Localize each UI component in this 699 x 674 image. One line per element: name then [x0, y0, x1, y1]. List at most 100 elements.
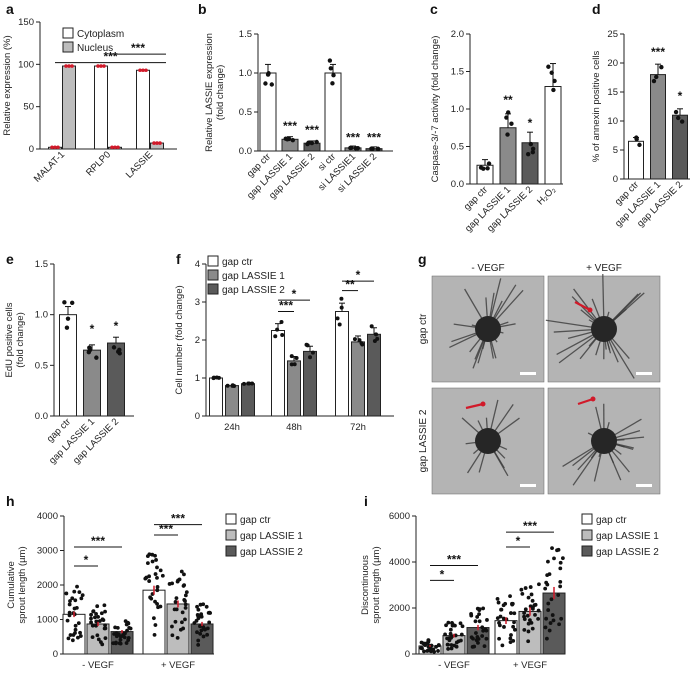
- row-label: gap ctr: [418, 313, 429, 344]
- x-tick-label: - VEGF: [82, 660, 114, 671]
- data-point: [53, 145, 57, 150]
- data-point: [495, 616, 500, 621]
- data-point: [659, 64, 664, 70]
- data-point: [68, 633, 73, 637]
- data-point: [485, 618, 489, 622]
- y-tick-label: 20: [607, 58, 618, 69]
- data-point: [269, 82, 274, 87]
- data-point: [331, 73, 336, 78]
- data-point: [460, 624, 465, 629]
- y-axis-label: (fold change): [215, 65, 226, 120]
- data-point: [89, 616, 93, 621]
- y-tick-label: 2.0: [451, 29, 464, 40]
- data-point: [551, 87, 556, 93]
- data-point: [522, 627, 527, 632]
- data-point: [154, 558, 158, 562]
- y-axis-label: Caspase-3/-7 activity (fold change): [430, 36, 441, 183]
- data-point: [557, 622, 562, 627]
- data-point: [473, 619, 478, 624]
- data-point: [509, 633, 513, 637]
- panel-b: 0.0 0.5 1.0 1.5 Relative LASSIE expression (f…: [204, 29, 393, 201]
- y-tick-label: 1.5: [35, 259, 48, 270]
- data-point: [526, 639, 531, 644]
- x-tick-label: 24h: [224, 422, 240, 433]
- data-point: [485, 166, 490, 171]
- y-tick-label: 6000: [389, 511, 410, 522]
- data-point: [369, 324, 374, 329]
- data-point: [141, 68, 145, 73]
- data-point: [158, 604, 163, 609]
- panel-letter: c: [430, 1, 438, 17]
- panel-i: 0 2000 4000 6000 Discontinuous sprout length …: [360, 511, 659, 671]
- data-point: [199, 628, 204, 633]
- data-point: [510, 601, 515, 606]
- data-point: [73, 598, 78, 603]
- legend-swatch: [207, 269, 219, 281]
- data-point: [443, 632, 447, 637]
- data-point: [536, 616, 541, 621]
- panel-letter: g: [418, 251, 427, 267]
- scale-bar: [636, 372, 652, 375]
- data-point: [250, 381, 255, 386]
- row-label: gap LASSIE 2: [418, 409, 429, 472]
- bar: [544, 86, 562, 185]
- bar: [303, 350, 317, 417]
- bar: [672, 114, 688, 180]
- data-point: [469, 635, 474, 640]
- bar: [107, 342, 125, 417]
- data-point: [73, 627, 78, 632]
- data-point: [480, 634, 485, 638]
- data-point: [102, 603, 107, 608]
- y-tick-label: 4000: [389, 557, 410, 568]
- data-point: [110, 145, 114, 150]
- data-point: [175, 635, 180, 640]
- data-point: [349, 145, 354, 151]
- significance-label: *: [356, 268, 361, 282]
- data-point: [94, 619, 99, 624]
- panel-c: 0.0 0.5 1.0 1.5 2.0 Caspase-3/-7 activity (fo…: [430, 29, 563, 234]
- data-point: [155, 588, 160, 593]
- y-axis-label: sprout length (µm): [17, 546, 28, 623]
- data-point: [357, 338, 362, 343]
- data-point: [310, 350, 315, 355]
- data-point: [446, 642, 450, 647]
- data-point: [208, 611, 213, 615]
- spheroid: [591, 316, 617, 342]
- bar: [166, 603, 190, 655]
- significance-label: **: [503, 93, 513, 107]
- data-point: [503, 601, 508, 606]
- y-tick-label: 4000: [37, 511, 58, 522]
- data-point: [279, 320, 284, 325]
- data-point: [500, 643, 505, 648]
- data-point: [195, 630, 199, 635]
- data-point: [125, 628, 129, 633]
- data-point: [560, 556, 565, 561]
- data-point: [444, 623, 448, 628]
- data-point: [484, 636, 489, 641]
- data-point: [151, 616, 156, 621]
- data-point: [202, 626, 207, 631]
- data-point: [544, 616, 549, 621]
- data-point: [216, 375, 221, 380]
- y-tick-label: 4: [195, 259, 200, 270]
- data-point: [314, 139, 319, 145]
- data-point: [446, 620, 451, 625]
- significance-label: ***: [367, 131, 381, 145]
- data-point: [177, 577, 182, 582]
- data-point: [558, 560, 563, 565]
- spheroid: [591, 428, 617, 454]
- y-axis-label: % of annexin positive cells: [591, 51, 602, 163]
- scale-bar: [520, 484, 536, 487]
- data-point: [77, 590, 82, 595]
- data-point: [528, 585, 533, 589]
- data-point: [477, 608, 482, 613]
- data-point: [477, 612, 481, 617]
- significance-label: *: [84, 553, 89, 567]
- data-point: [76, 621, 81, 626]
- data-point: [552, 78, 557, 84]
- data-point: [508, 594, 512, 599]
- data-point: [70, 596, 75, 601]
- legend-label: gap LASSIE 1: [596, 531, 659, 542]
- data-point: [530, 626, 535, 631]
- data-point: [528, 618, 532, 623]
